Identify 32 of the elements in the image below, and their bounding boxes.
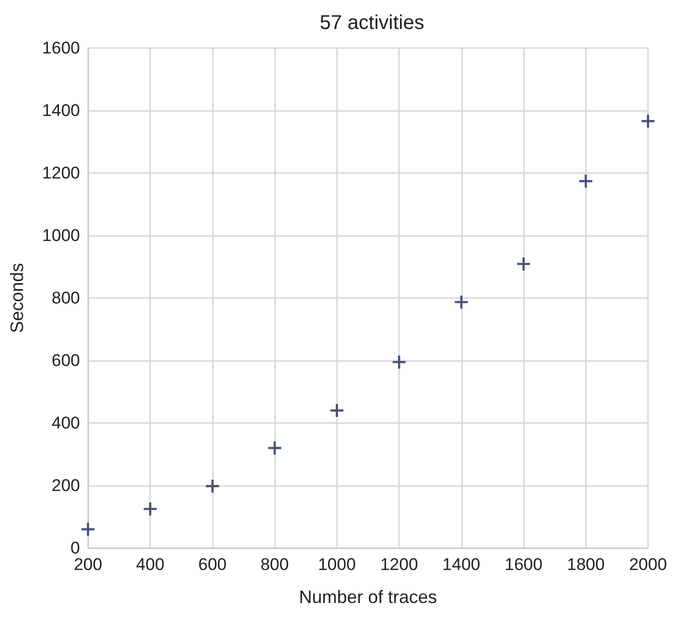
y-tick-label: 600 [52, 351, 80, 370]
y-tick-label: 1400 [42, 101, 80, 120]
x-tick-label: 1800 [566, 555, 605, 574]
x-tick-label: 1600 [504, 555, 542, 574]
point [330, 404, 344, 417]
y-tick-label: 800 [52, 288, 80, 308]
x-tick-label: 1000 [318, 555, 356, 574]
x-tick-label: 600 [198, 555, 227, 574]
x-tick-label: 2000 [629, 555, 667, 574]
x-tick-label: 200 [74, 555, 102, 574]
point [268, 442, 282, 454]
x-tick-label: 800 [260, 555, 289, 574]
point [392, 356, 406, 369]
y-tick-label: 1200 [42, 164, 80, 182]
point [454, 296, 468, 309]
point [144, 502, 157, 516]
point [206, 480, 219, 493]
point [579, 174, 592, 188]
point [642, 114, 654, 128]
chart-title: 57 activities [320, 12, 424, 34]
y-tick-label: 0 [70, 538, 80, 558]
x-tick-label: 1400 [442, 555, 480, 574]
x-tick-label: 400 [136, 555, 164, 574]
y-tick-label: 1000 [42, 226, 80, 245]
x-axis-title: Number of traces [298, 587, 438, 607]
y-axis-title: Seconds [7, 262, 27, 334]
y-tick-label: 200 [52, 476, 80, 495]
point [82, 522, 94, 536]
x-tick-label: 1200 [380, 555, 418, 574]
y-tick-label: 400 [52, 414, 80, 432]
point [517, 257, 530, 270]
y-tick-label: 1600 [42, 38, 80, 58]
